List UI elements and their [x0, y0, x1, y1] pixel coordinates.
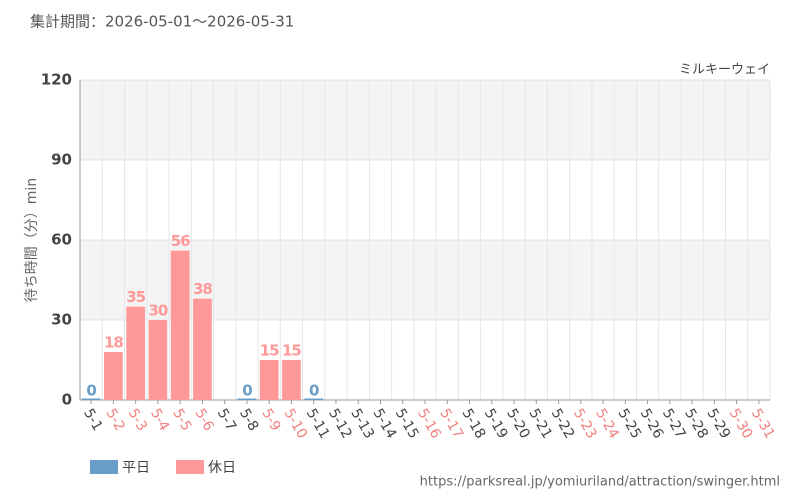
y-tick-label: 0 — [62, 391, 72, 409]
bar — [81, 398, 101, 400]
chart-subtitle: ミルキーウェイ — [679, 63, 770, 78]
x-tick-label: 5-9 — [258, 406, 283, 434]
value-label: 0 — [242, 382, 252, 400]
y-tick-label: 30 — [51, 311, 72, 329]
x-tick-label: 5-3 — [125, 406, 150, 434]
y-axis-label: 待ち時間（分）min — [24, 178, 40, 302]
bar — [126, 306, 145, 400]
legend-label: 平日 — [122, 460, 150, 476]
source-url: https://parksreal.jp/yomiuriland/attract… — [420, 475, 780, 490]
value-label: 56 — [171, 232, 190, 250]
value-label: 15 — [260, 342, 279, 360]
bar — [237, 398, 257, 400]
value-label: 0 — [86, 382, 96, 400]
x-tick-label: 5-8 — [236, 406, 261, 434]
bar — [104, 352, 123, 400]
y-tick-label: 90 — [51, 151, 72, 169]
y-tick-label: 60 — [51, 231, 72, 249]
x-tick-label: 5-2 — [102, 406, 127, 434]
x-tick-label: 5-5 — [169, 406, 194, 434]
x-tick-label: 5-31 — [748, 406, 778, 442]
legend-label: 休日 — [208, 460, 236, 476]
value-label: 18 — [104, 334, 123, 352]
legend-swatch — [90, 460, 118, 474]
x-tick-label: 5-4 — [147, 406, 172, 434]
bar — [193, 298, 212, 400]
bar — [304, 398, 324, 400]
bar — [259, 360, 279, 400]
band — [80, 80, 770, 160]
bar — [170, 250, 190, 400]
value-label: 0 — [309, 382, 319, 400]
y-tick-label: 120 — [41, 71, 72, 89]
value-label: 38 — [193, 280, 212, 298]
legend-swatch — [176, 460, 204, 474]
value-label: 35 — [126, 288, 145, 306]
x-tick-label: 5-1 — [80, 406, 105, 434]
bar — [282, 360, 301, 400]
chart-title: 集計期間：2026-05-01～2026-05-31 — [30, 13, 294, 31]
value-label: 15 — [282, 342, 301, 360]
value-label: 30 — [148, 302, 167, 320]
x-tick-label: 5-7 — [214, 406, 239, 434]
bar — [148, 320, 168, 400]
x-tick-label: 5-6 — [191, 406, 216, 434]
